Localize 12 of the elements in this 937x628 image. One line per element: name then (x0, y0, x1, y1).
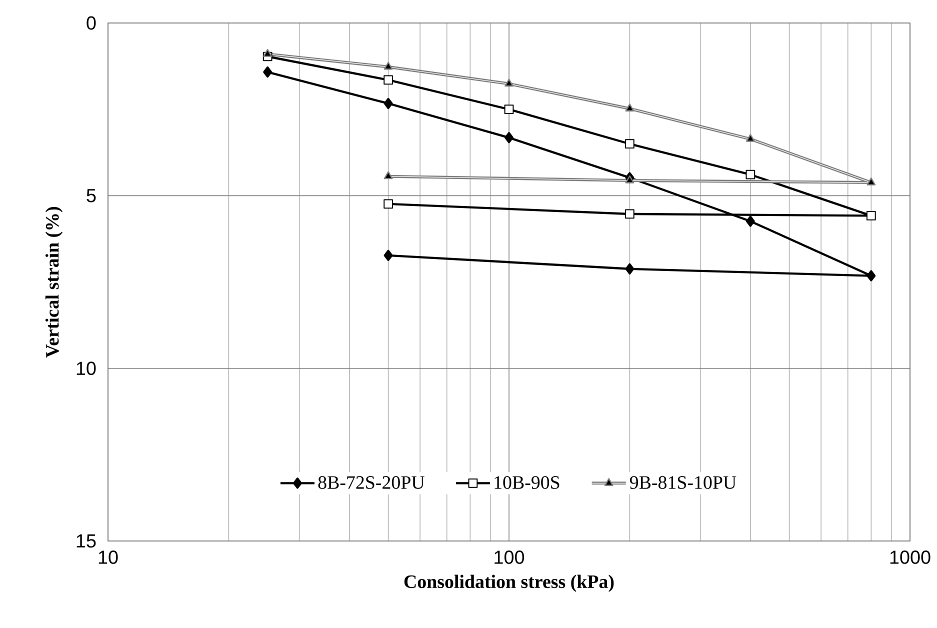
y-tick-label: 10 (76, 362, 96, 376)
x-tick-label: 10 (98, 550, 118, 564)
y-tick-label: 0 (86, 16, 96, 30)
x-tick-label: 100 (494, 550, 524, 564)
x-tick-label: 1000 (890, 550, 930, 564)
x-axis-title: Consolidation stress (kPa) (404, 574, 614, 592)
legend-label: 9B-81S-10PU (630, 476, 736, 489)
y-axis-title: Vertical strain (%) (45, 206, 63, 358)
y-tick-label: 15 (76, 534, 96, 548)
legend-label: 10B-90S (494, 476, 560, 489)
y-tick-label: 5 (86, 189, 96, 202)
legend-label: 8B-72S-20PU (318, 476, 424, 489)
